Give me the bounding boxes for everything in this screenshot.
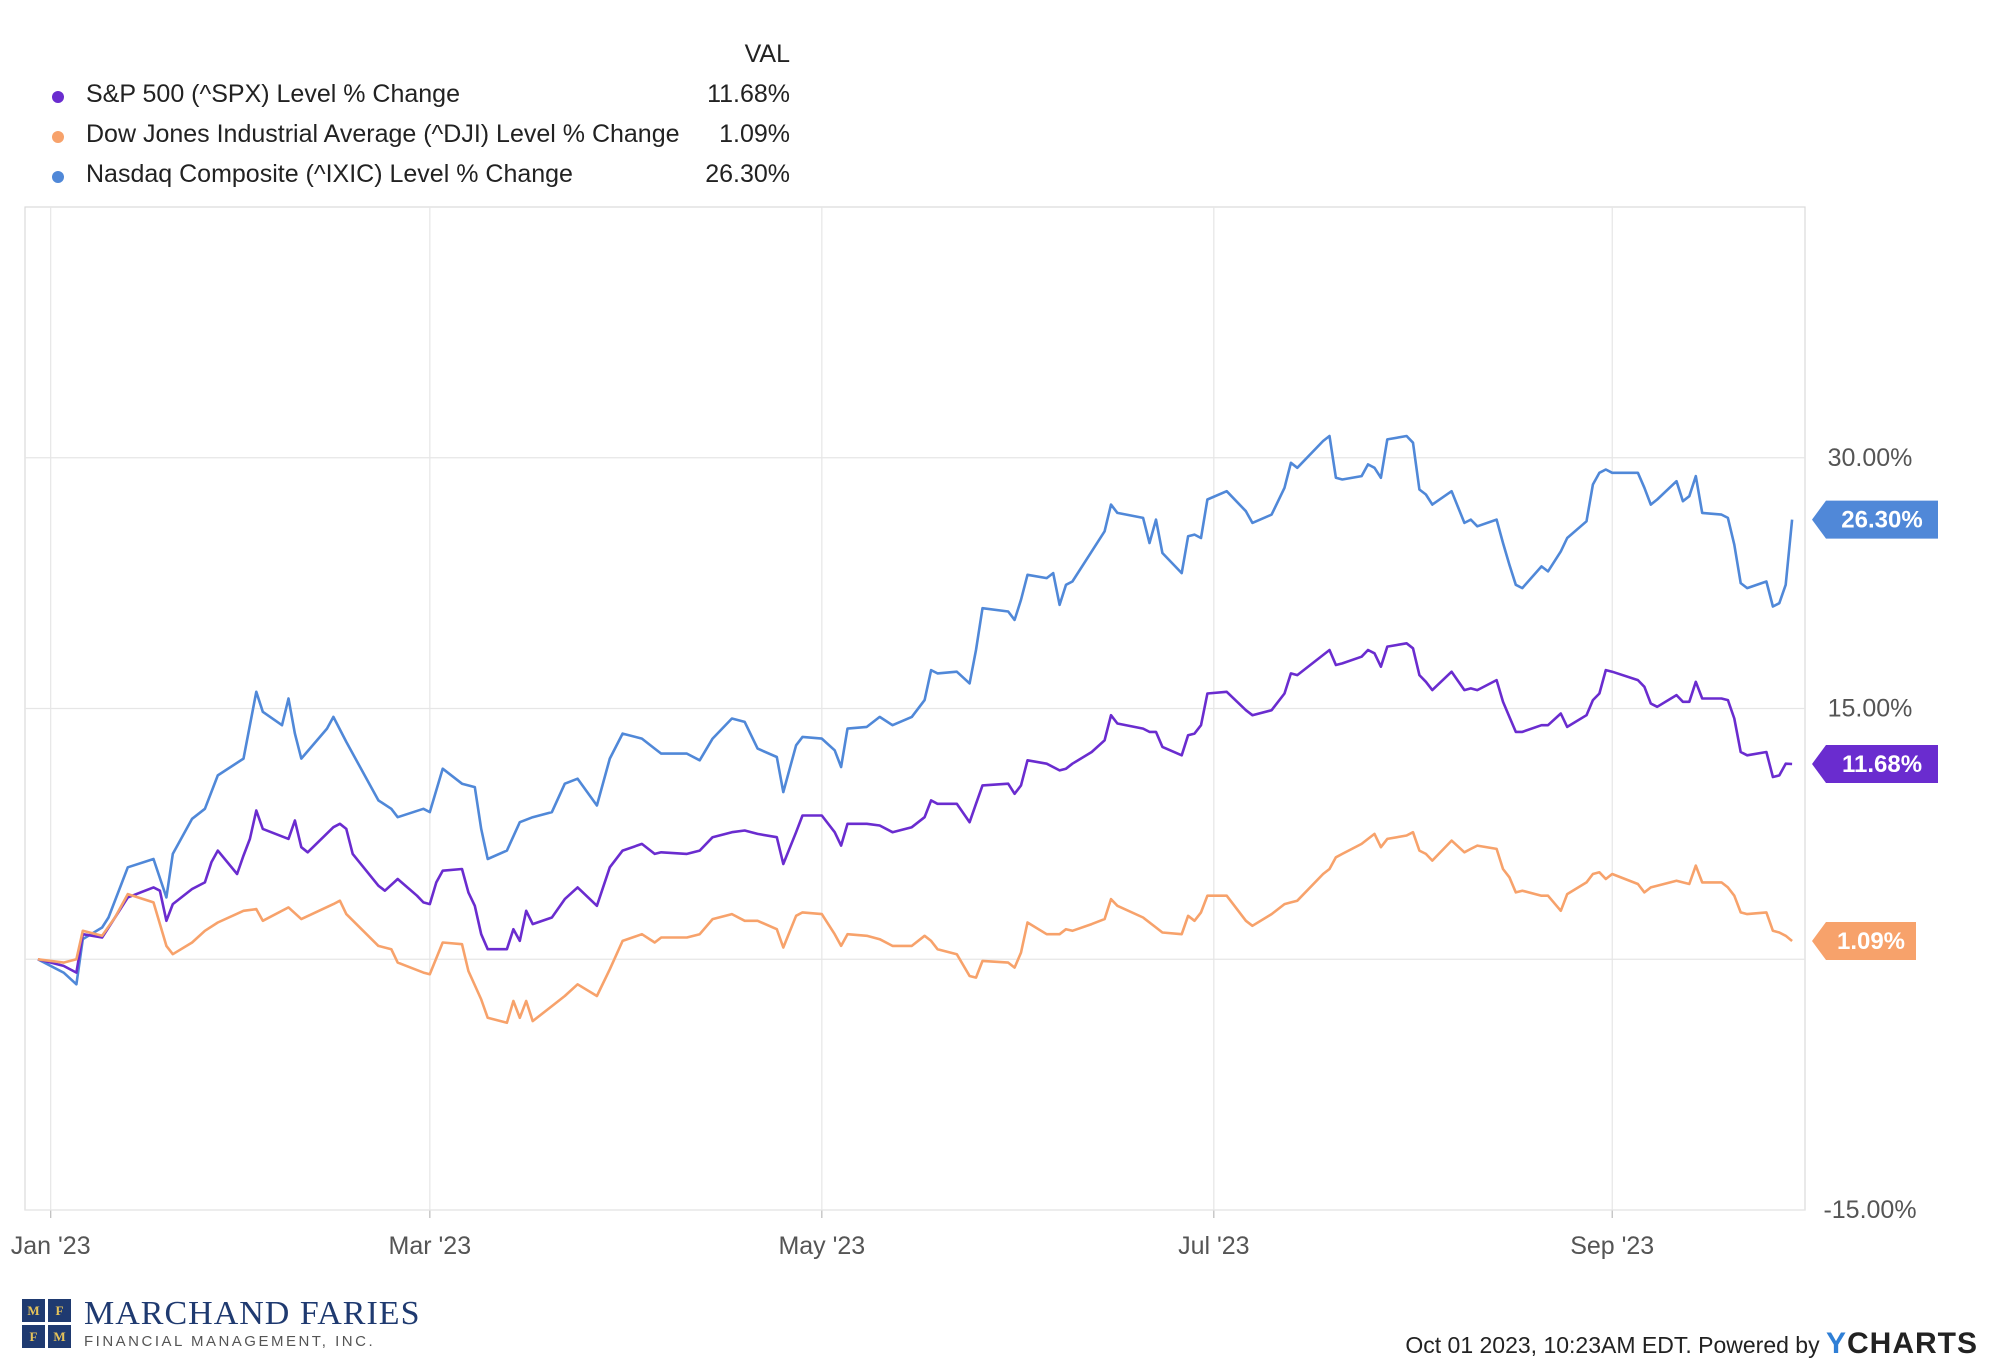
- end-label-badge-2: 1.09%: [1812, 922, 1916, 961]
- logo-subtitle: FINANCIAL MANAGEMENT, INC.: [84, 1333, 376, 1350]
- legend-label-spx: S&P 500 (^SPX) Level % Change: [86, 80, 460, 108]
- end-label-text: 11.68%: [1842, 751, 1922, 778]
- end-label-badge-0: 26.30%: [1812, 500, 1938, 539]
- series-line-1[interactable]: [37, 642, 1793, 974]
- y-tick-label: 30.00%: [1828, 444, 1913, 472]
- x-tick-label: Jan '23: [11, 1232, 91, 1260]
- legend-item-dji[interactable]: Dow Jones Industrial Average (^DJI) Leve…: [50, 120, 790, 156]
- legend-item-spx[interactable]: S&P 500 (^SPX) Level % Change 11.68%: [50, 80, 790, 116]
- ycharts-logo-text: CHARTS: [1847, 1327, 1978, 1360]
- logo-letter-f2: F: [22, 1325, 45, 1348]
- company-logo: M F F M MARCHAND FARIES FINANCIAL MANAGE…: [22, 1295, 442, 1355]
- y-axis: 30.00% 15.00% -15.00%: [1823, 444, 1916, 1224]
- series-line-0[interactable]: [37, 434, 1794, 986]
- end-label-shape: [1812, 744, 1938, 783]
- legend-label-ixic: Nasdaq Composite (^IXIC) Level % Change: [86, 160, 573, 188]
- legend-header: VAL: [744, 40, 790, 68]
- legend-value-ixic: 26.30%: [705, 160, 790, 188]
- legend-label-dji: Dow Jones Industrial Average (^DJI) Leve…: [86, 120, 680, 148]
- end-label-text: 26.30%: [1841, 507, 1922, 534]
- ycharts-logo-y: Y: [1825, 1327, 1847, 1360]
- legend-marker-dji: [52, 131, 64, 143]
- end-label-badge-1: 11.68%: [1812, 744, 1938, 783]
- legend-marker-spx: [52, 91, 64, 103]
- end-label-shape: [1812, 500, 1938, 539]
- x-tick-label: Mar '23: [389, 1232, 472, 1260]
- series-line-2[interactable]: [37, 830, 1793, 1025]
- logo-letter-m: M: [22, 1299, 45, 1322]
- end-label-text: 1.09%: [1837, 928, 1905, 955]
- ycharts-logo[interactable]: YCHARTS: [1826, 1327, 1978, 1360]
- legend-value-spx: 11.68%: [707, 80, 790, 108]
- footer-credit: Oct 01 2023, 10:23AM EDT. Powered by YCH…: [1405, 1327, 1978, 1361]
- legend-marker-ixic: [52, 171, 64, 183]
- y-tick-label: -15.00%: [1823, 1196, 1916, 1224]
- logo-name: MARCHAND FARIES: [84, 1295, 421, 1332]
- x-axis: Jan '23 Mar '23 May '23 Jul '23 Sep '23: [11, 1232, 1654, 1260]
- end-labels: 26.30% 11.68% 1.09%: [1812, 500, 1938, 961]
- chart-series: [37, 434, 1794, 1025]
- y-tick-label: 15.00%: [1828, 695, 1913, 723]
- end-label-shape: [1812, 922, 1916, 961]
- legend-value-dji: 1.09%: [719, 120, 790, 148]
- x-tick-label: May '23: [778, 1232, 865, 1260]
- legend-item-ixic[interactable]: Nasdaq Composite (^IXIC) Level % Change …: [50, 160, 790, 196]
- logo-letter-m2: M: [48, 1325, 71, 1348]
- x-tick-label: Sep '23: [1570, 1232, 1654, 1260]
- logo-letter-f: F: [48, 1299, 71, 1322]
- chart-grid: [24, 206, 1806, 1218]
- footer-timestamp: Oct 01 2023, 10:23AM EDT. Powered by: [1405, 1332, 1820, 1358]
- x-tick-label: Jul '23: [1178, 1232, 1249, 1260]
